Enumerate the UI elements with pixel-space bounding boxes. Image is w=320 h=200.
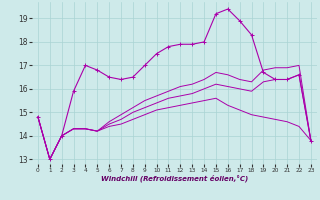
X-axis label: Windchill (Refroidissement éolien,°C): Windchill (Refroidissement éolien,°C) bbox=[101, 175, 248, 182]
